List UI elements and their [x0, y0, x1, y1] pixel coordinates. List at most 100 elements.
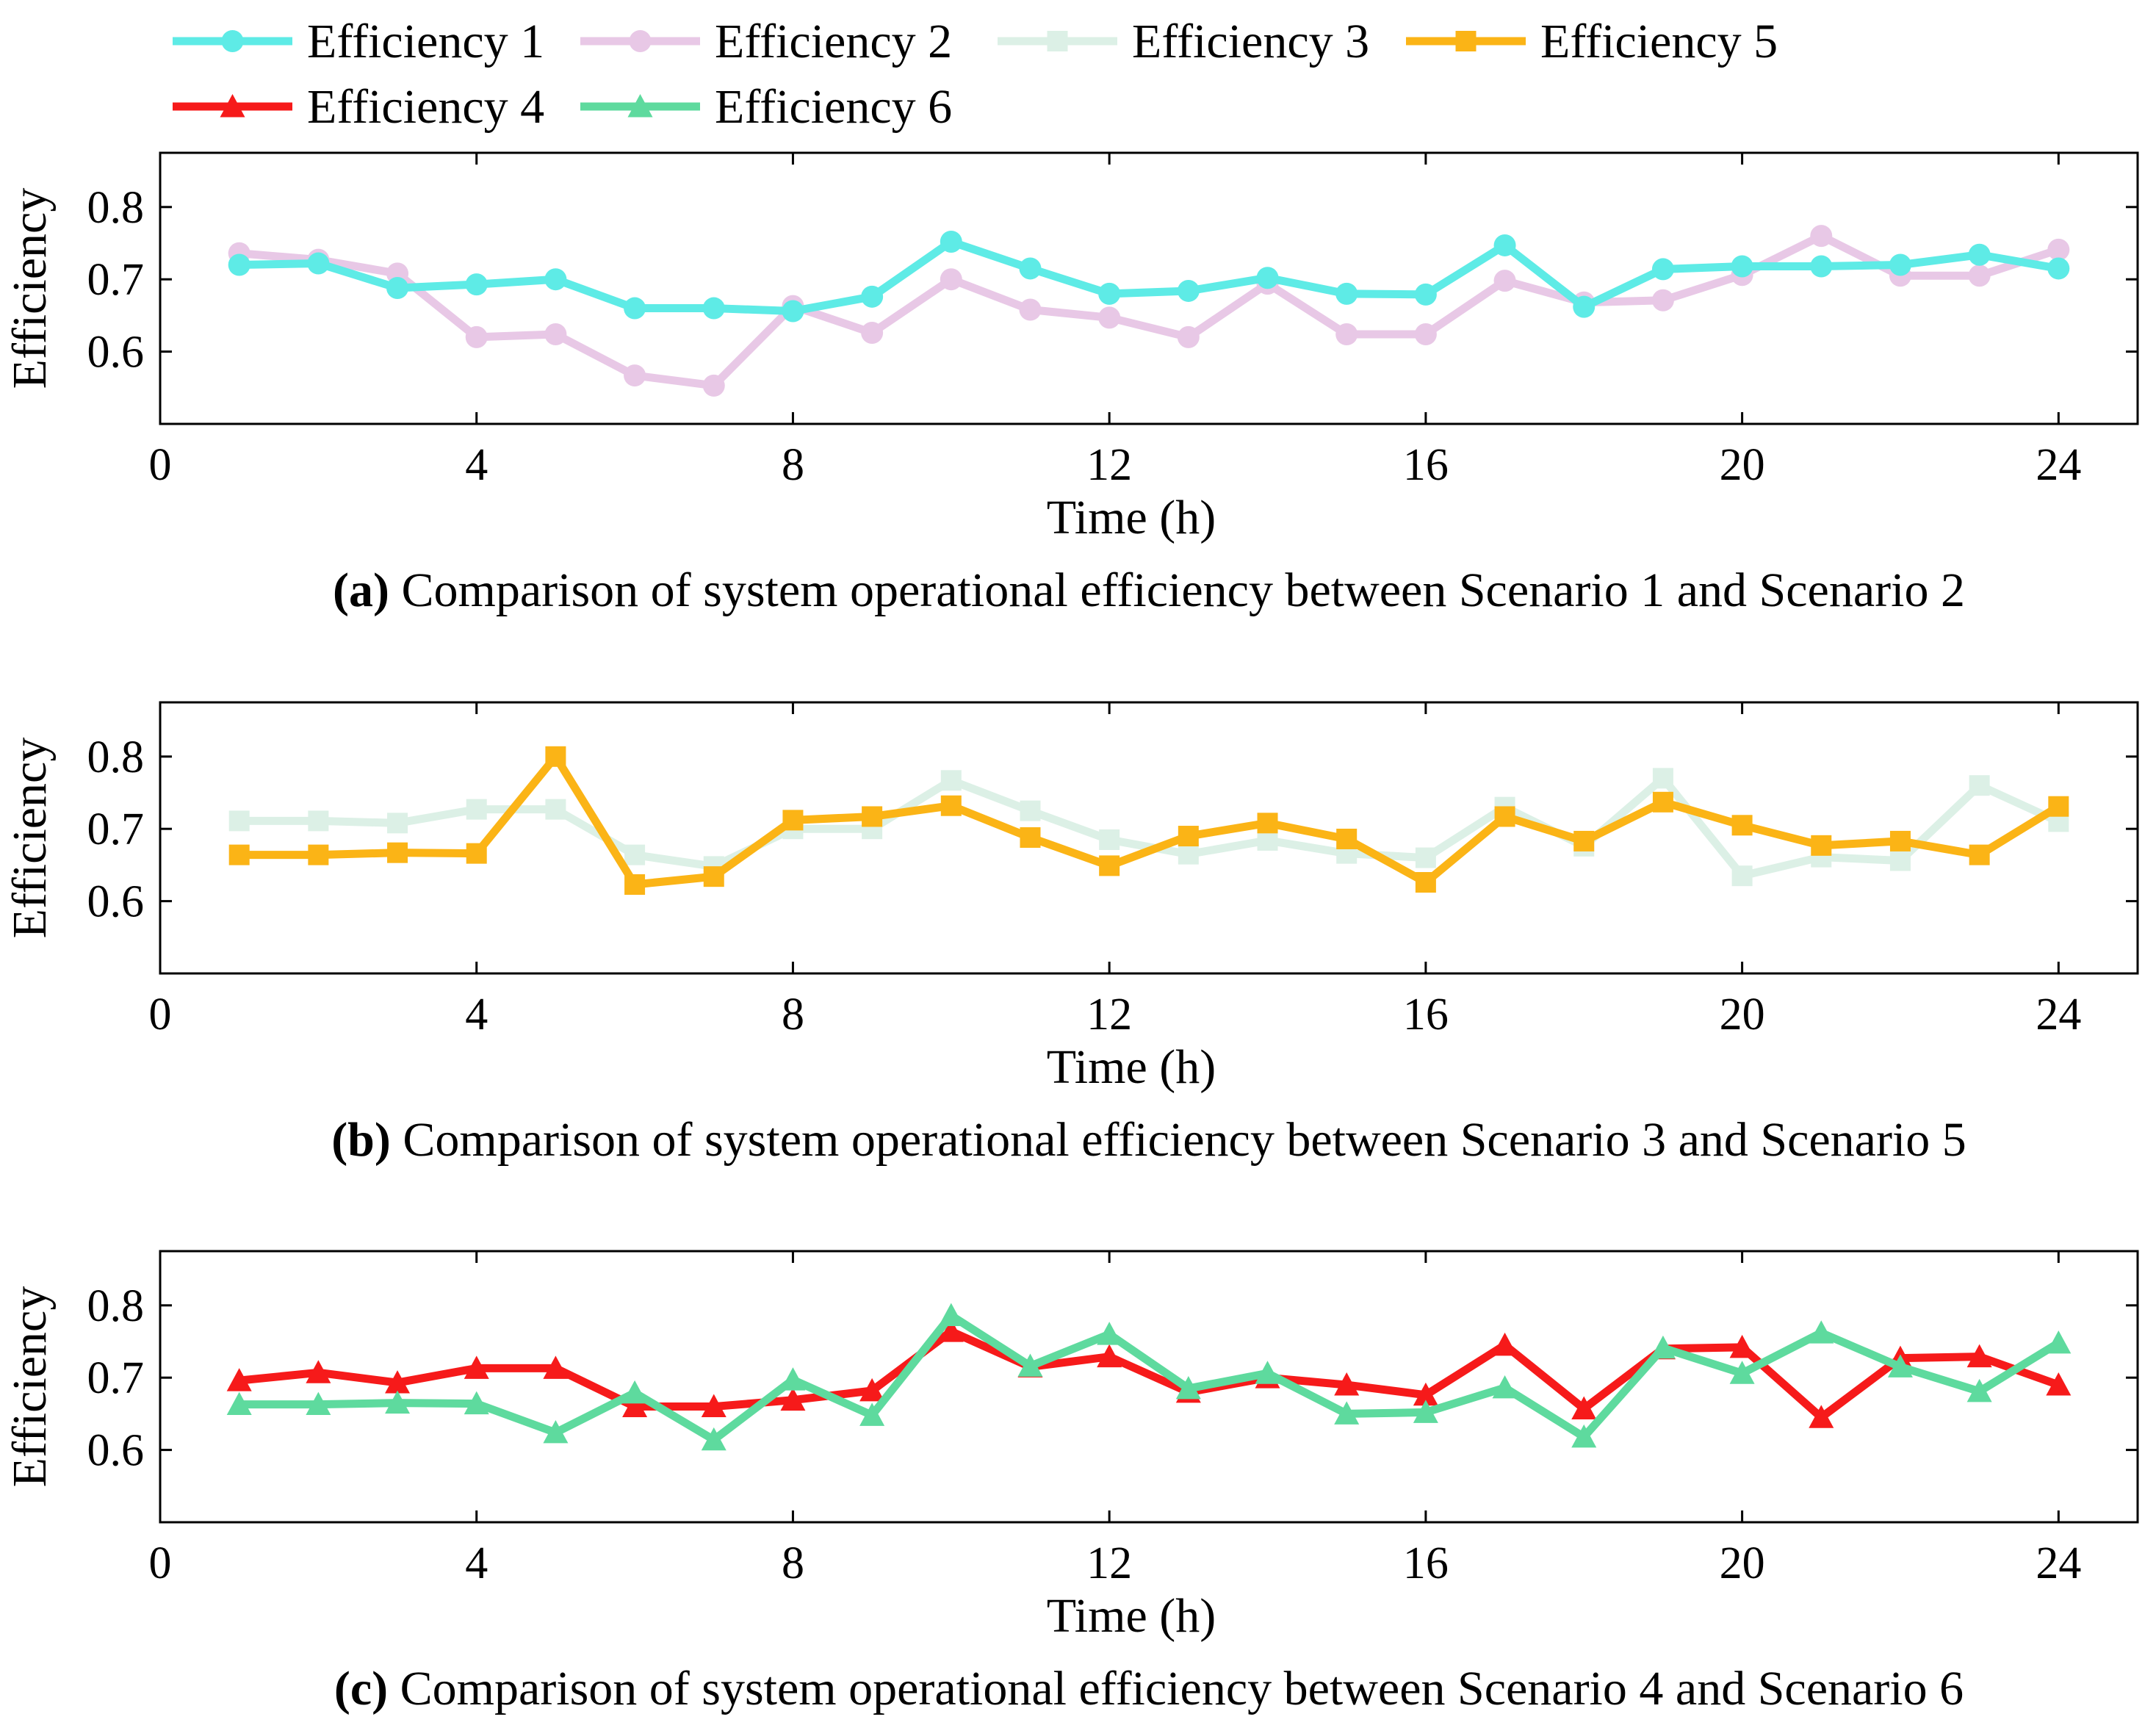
legend-item-efficiency-4: Efficiency 4 [173, 80, 544, 134]
data-point [861, 285, 884, 308]
data-point [1257, 813, 1278, 834]
data-point [466, 799, 487, 820]
data-point [782, 300, 804, 323]
data-point [1887, 1354, 1913, 1378]
x-tick-label: 4 [465, 990, 488, 1040]
data-point [306, 1360, 331, 1383]
x-tick-label: 8 [782, 440, 804, 490]
panel-caption-letter: (c) [334, 1662, 388, 1715]
data-point [2047, 257, 2070, 280]
data-point [228, 810, 250, 832]
legend-marker-efficiency-3 [1047, 31, 1068, 51]
data-point [780, 1387, 806, 1411]
data-point [701, 1427, 727, 1451]
data-point [1969, 844, 1990, 865]
data-point [385, 1390, 411, 1414]
y-axis-label: Efficiency [3, 1286, 57, 1488]
x-tick-label: 4 [465, 440, 488, 490]
x-axis-label: Time (h) [1047, 1040, 1216, 1094]
data-point [1811, 835, 1832, 856]
series-line-efficiency-3 [235, 774, 2063, 880]
data-point [1889, 850, 1911, 871]
x-tick-label: 4 [465, 1538, 488, 1588]
series-line-efficiency-1 [235, 237, 2063, 315]
x-tick-label: 24 [2036, 440, 2081, 490]
data-point [1335, 282, 1358, 305]
data-point [1494, 806, 1515, 827]
y-tick-label: 0.8 [87, 1281, 145, 1331]
legend-marker-efficiency-4 [220, 94, 245, 118]
data-point [1256, 267, 1279, 289]
data-point [622, 1380, 648, 1404]
data-point [1889, 253, 1911, 276]
data-point [1651, 258, 1674, 281]
legend-item-efficiency-1: Efficiency 1 [173, 15, 544, 68]
data-point [624, 844, 646, 865]
data-point [228, 253, 250, 276]
data-point [307, 252, 330, 275]
legend-label-efficiency-3: Efficiency 3 [1132, 15, 1369, 68]
data-point [308, 810, 329, 832]
data-point [386, 277, 409, 300]
data-point [2048, 796, 2069, 817]
y-axis-label: Efficiency [3, 738, 57, 939]
data-point [226, 1368, 252, 1391]
data-point [861, 322, 884, 345]
data-point [1810, 225, 1833, 248]
data-point [624, 297, 646, 320]
series-efficiency-6 [226, 1303, 2072, 1451]
data-point [1099, 855, 1120, 876]
legend: Efficiency 1 Efficiency 2 Efficiency 3 E… [173, 15, 1778, 134]
y-tick-label: 0.8 [87, 183, 145, 233]
y-tick-label: 0.7 [87, 1353, 145, 1403]
panel-caption-text: Comparison of system operational efficie… [391, 1113, 1966, 1167]
data-point [1175, 1375, 1201, 1400]
series-efficiency-5 [228, 746, 2069, 895]
data-point [1731, 255, 1753, 278]
legend-marker-shape [1455, 31, 1477, 51]
data-point [545, 799, 566, 820]
legend-marker-efficiency-1 [221, 30, 244, 52]
legend-label-efficiency-4: Efficiency 4 [307, 80, 544, 134]
legend-marker-shape [1047, 31, 1068, 51]
data-point [308, 844, 329, 865]
data-point [1334, 1372, 1360, 1396]
panel-caption-letter: (a) [333, 563, 389, 617]
x-tick-label: 16 [1403, 1538, 1449, 1588]
legend-label-efficiency-2: Efficiency 2 [715, 15, 952, 68]
data-point [1493, 270, 1516, 292]
data-point [1415, 872, 1436, 893]
panel-caption: (c) Comparison of system operational eff… [334, 1662, 1964, 1715]
data-point [464, 1355, 489, 1379]
series-line-efficiency-2 [235, 231, 2063, 390]
data-point [1414, 323, 1437, 345]
data-point [545, 746, 566, 767]
legend-marker-shape [221, 30, 244, 52]
panel-c: 0 4 8 12 16 20 24 0.6 0.7 0.8 Time (h) Efficiency (c… [3, 1250, 2139, 1715]
legend-label-efficiency-1: Efficiency 1 [307, 15, 544, 68]
data-point [1020, 827, 1041, 849]
y-axis-label: Efficiency [3, 188, 57, 389]
data-point [1889, 830, 1911, 851]
data-point [940, 231, 962, 253]
data-point [1731, 865, 1753, 887]
data-point [2047, 238, 2070, 261]
data-point [1968, 243, 1991, 266]
data-point [1731, 815, 1753, 836]
plot-frame [159, 1250, 2139, 1524]
series-line-efficiency-6 [235, 1311, 2063, 1444]
panel-b: 0 4 8 12 16 20 24 0.6 0.7 0.8 Time (h) Efficiency (b… [3, 701, 2139, 1167]
data-point [622, 1394, 648, 1418]
x-tick-label: 8 [782, 990, 804, 1040]
data-point [1098, 306, 1121, 329]
data-point [938, 1319, 964, 1342]
data-point [1492, 1375, 1518, 1399]
data-point [387, 842, 408, 863]
y-tick-label: 0.7 [87, 255, 145, 305]
data-point [1177, 279, 1200, 302]
data-point [1650, 1335, 1676, 1359]
data-point [1968, 264, 1991, 287]
data-point [226, 1391, 252, 1416]
legend-item-efficiency-3: Efficiency 3 [998, 15, 1369, 68]
